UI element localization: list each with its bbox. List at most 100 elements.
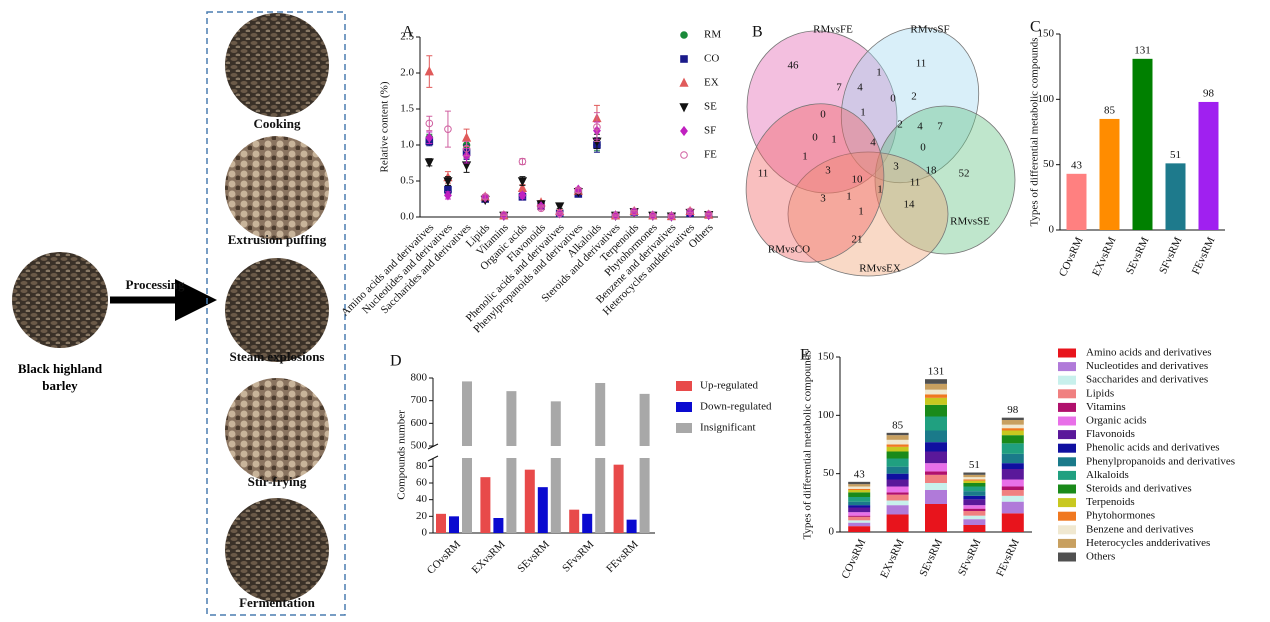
point: [500, 211, 508, 219]
bar: [595, 382, 606, 446]
legend-swatch: [1058, 430, 1076, 440]
bar-segment: [848, 488, 871, 490]
bar-segment: [963, 483, 986, 487]
method-photo: [225, 13, 329, 117]
legend-swatch: [1058, 552, 1076, 562]
y-tick-label: 500: [411, 440, 428, 452]
point: [518, 190, 527, 201]
region-count: 1: [876, 67, 882, 79]
bar-segment: [1001, 430, 1024, 436]
y-tick-label: 600: [411, 417, 428, 429]
error-bar: [687, 209, 694, 214]
bar-segment: [925, 463, 947, 472]
region-count: 4: [917, 121, 923, 133]
legend-label: EX: [704, 77, 719, 89]
point: [704, 210, 713, 218]
error-bar: [500, 213, 507, 217]
bar: [639, 458, 650, 533]
region-count: 0: [890, 93, 896, 105]
legend-label: Saccharides and derivatives: [1086, 374, 1208, 386]
legend-label: FE: [704, 149, 717, 161]
legend-label: Benzene and derivatives: [1086, 523, 1194, 535]
region-count: 0: [812, 132, 818, 144]
value-label: 51: [1170, 149, 1181, 161]
x-tick-label: COvsRM: [1057, 235, 1086, 278]
bar-segment: [886, 514, 909, 532]
point: [680, 55, 688, 63]
legend-label: CO: [704, 53, 719, 65]
legend-swatch: [676, 402, 692, 412]
region-count: 1: [877, 184, 883, 196]
bar-segment: [925, 471, 947, 475]
bar-segment: [963, 515, 986, 520]
y-tick-label: 2.5: [400, 31, 414, 43]
legend-swatch: [1058, 402, 1076, 412]
y-tick-label: 0: [829, 526, 835, 538]
bar-segment: [848, 507, 871, 513]
y-tick-label: 150: [1038, 28, 1055, 40]
bar-segment: [1001, 453, 1024, 464]
bar-segment: [848, 520, 871, 523]
legend-swatch: [1058, 375, 1076, 385]
bar: [436, 513, 446, 533]
bar: [582, 513, 593, 533]
bar-segment: [848, 484, 871, 487]
source-label: Black highland barley: [17, 361, 103, 393]
panel-letter: E: [800, 347, 810, 364]
x-tick-label: EXvsRM: [878, 537, 907, 580]
point: [444, 125, 452, 133]
error-bar: [444, 110, 451, 148]
bar-segment: [886, 451, 909, 459]
x-tick-label: SEvsRM: [917, 537, 945, 578]
bar-segment: [963, 499, 986, 506]
y-tick-label: 150: [818, 351, 835, 363]
region-count: 10: [852, 174, 864, 186]
bar-segment: [963, 495, 986, 500]
method-photo: [225, 498, 329, 602]
bar: [1066, 173, 1087, 230]
bar: [493, 518, 504, 533]
legend-swatch: [1058, 470, 1076, 480]
panel-letter: D: [390, 353, 402, 370]
bar-segment: [963, 525, 986, 532]
error-bar: [668, 215, 675, 218]
bar: [595, 458, 606, 533]
x-tick-label: SEvsRM: [1124, 235, 1152, 276]
region-count: 1: [860, 107, 866, 119]
bar-segment: [848, 522, 871, 527]
bar: [1165, 163, 1186, 230]
bar-segment: [963, 479, 986, 481]
point: [425, 119, 434, 128]
point: [481, 193, 489, 201]
arrow-label: Processing: [126, 277, 185, 292]
point: [679, 77, 689, 87]
bar-segment: [886, 494, 909, 501]
bar-segment: [848, 516, 871, 521]
y-tick-label: 0.0: [400, 211, 414, 223]
bar: [569, 509, 580, 533]
error-bar: [463, 140, 470, 157]
bar-segment: [1001, 513, 1024, 532]
legend-label: Vitamins: [1086, 401, 1126, 413]
bar-segment: [1001, 490, 1024, 496]
point: [537, 204, 545, 213]
bar-segment: [925, 394, 947, 398]
method-label: Fermentation: [239, 595, 316, 610]
bar-segment: [1001, 479, 1024, 487]
point: [444, 190, 452, 201]
point: [443, 177, 453, 187]
panel-letter: C: [1030, 19, 1041, 36]
legend-swatch: [1058, 484, 1076, 494]
bar-segment: [963, 511, 986, 516]
legend-label: Steroids and derivatives: [1086, 483, 1192, 495]
total-label: 131: [928, 366, 945, 378]
legend-swatch: [1058, 362, 1076, 372]
y-tick-label: 20: [416, 510, 428, 522]
bar-segment: [925, 442, 947, 452]
dashed-box: [206, 11, 346, 616]
region-count: 4: [870, 137, 876, 149]
point: [679, 103, 689, 113]
total-label: 51: [969, 459, 980, 471]
